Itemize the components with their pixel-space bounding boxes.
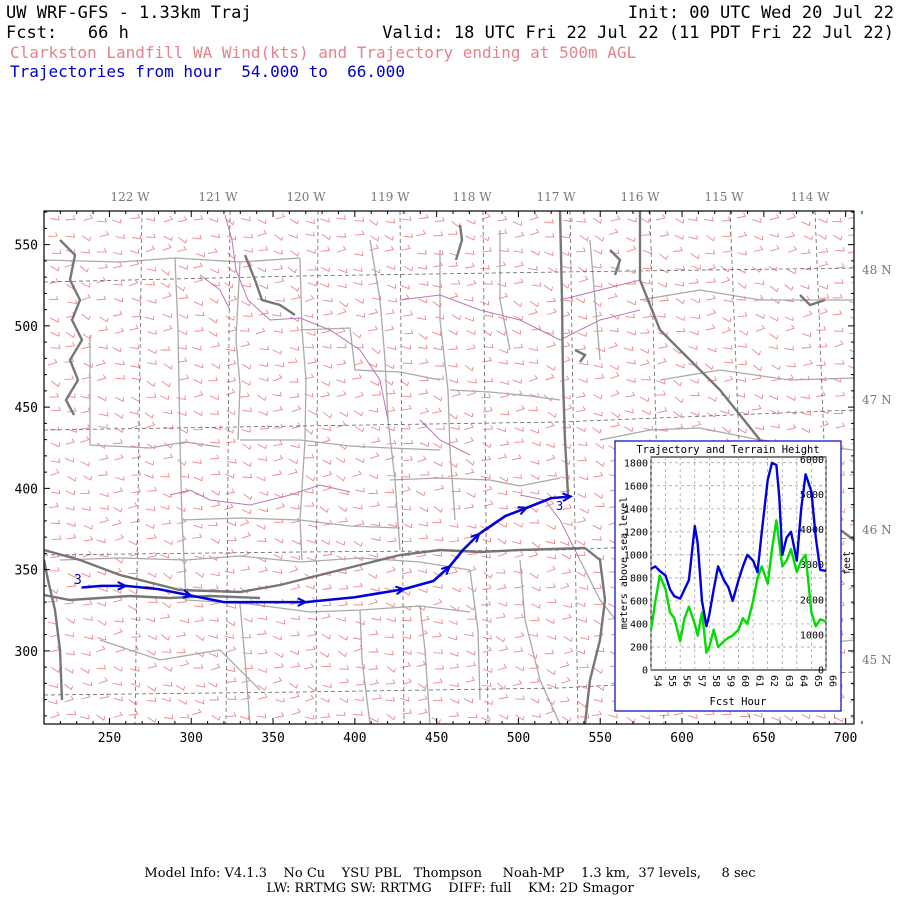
y-tick-label: 450 <box>15 401 38 416</box>
trajectory-arrow <box>395 585 407 596</box>
latitude-labels: 48 N 47 N 46 N 45 N <box>862 263 892 667</box>
x-tick-label: 400 <box>343 731 366 746</box>
series-trajectory-line <box>650 461 827 628</box>
inset-x-tick: 58 <box>710 675 721 687</box>
inset-right-tick: 4000 <box>800 525 824 536</box>
inset-left-tick: 200 <box>630 642 648 653</box>
inset-left-tick: 600 <box>630 596 648 607</box>
header-valid: Valid: 18 UTC Fri 22 Jul 22 (11 PDT Fri … <box>382 23 894 43</box>
inset-left-tick: 1600 <box>624 481 648 492</box>
inset-x-tick: 60 <box>739 675 750 687</box>
x-tick-labels: 250 300 350 400 450 500 550 600 650 700 <box>98 731 858 746</box>
longitude-labels: 122 W 121 W 120 W 119 W 118 W 117 W 116 W 115 W… <box>110 190 830 204</box>
x-tick-label: 250 <box>98 731 121 746</box>
inset-left-tick: 400 <box>630 619 648 630</box>
inset-x-tick: 64 <box>797 675 808 687</box>
header-title: UW WRF-GFS - 1.33km Traj <box>6 3 252 23</box>
inset-left-tick-labels: 0 200 400 600 800 1000 1200 1400 1600 1800 <box>624 458 648 676</box>
trajectory-arrow <box>470 532 481 543</box>
trajectory-arrow <box>182 589 194 599</box>
frame-ticks <box>43 211 863 724</box>
header-trajectory-range: Trajectories from hour 54.000 to 66.000 <box>10 62 405 81</box>
inset-right-tick: 6000 <box>800 455 824 466</box>
inset-left-tick: 1000 <box>624 550 648 561</box>
y-tick-labels: 300 350 400 450 500 550 <box>15 239 38 660</box>
longitude-label: 119 W <box>370 190 410 204</box>
footer-physics-info: LW: RRTMG SW: RRTMG DIFF: full KM: 2D Sm… <box>266 881 634 896</box>
latitude-label: 46 N <box>862 523 892 537</box>
trajectory-path <box>81 495 571 604</box>
y-tick-label: 500 <box>15 320 38 335</box>
latitude-label: 47 N <box>862 393 892 407</box>
header-fcst: Fcst: 66 h <box>6 23 129 43</box>
longitude-label: 116 W <box>620 190 660 204</box>
trajectory-arrow <box>440 564 452 576</box>
y-tick-label: 300 <box>15 645 38 660</box>
y-tick-label: 350 <box>15 564 38 579</box>
x-tick-label: 500 <box>507 731 530 746</box>
inset-left-tick: 800 <box>630 573 648 584</box>
longitude-label: 121 W <box>198 190 238 204</box>
inset-xlabel: Fcst Hour <box>710 696 767 708</box>
series-terrain-line <box>649 519 827 654</box>
inset-x-tick: 56 <box>681 675 692 687</box>
trajectory-arrow <box>117 581 129 591</box>
inset-left-tick: 1800 <box>624 458 648 469</box>
inset-x-tick: 57 <box>695 675 706 687</box>
inset-right-tick: 1000 <box>800 630 824 641</box>
y-tick-label: 550 <box>15 239 38 254</box>
x-tick-label: 700 <box>834 731 857 746</box>
footer-model-info: Model Info: V4.1.3 No Cu YSU PBL Thompso… <box>144 866 756 881</box>
x-tick-label: 450 <box>425 731 448 746</box>
inset-title: Trajectory and Terrain Height <box>636 444 819 456</box>
inset-left-tick: 1400 <box>624 504 648 515</box>
inset-x-tick: 55 <box>666 675 677 687</box>
inset-right-tick: 2000 <box>800 595 824 606</box>
inset-right-tick: 3000 <box>800 560 824 571</box>
inset-ylabel-right: feet <box>842 551 853 575</box>
inset-panel: Trajectory and Terrain Height 0200400600… <box>614 440 853 712</box>
inset-x-tick: 54 <box>652 675 663 687</box>
longitude-label: 115 W <box>704 190 744 204</box>
trajectory-arrow <box>297 597 309 607</box>
longitude-label: 118 W <box>452 190 492 204</box>
trajectory-start-label: 3 <box>74 573 82 588</box>
inset-x-tick-labels: 54 55 56 57 58 59 60 61 62 63 64 65 66 <box>652 675 838 687</box>
longitude-label: 122 W <box>110 190 150 204</box>
inset-right-tick: 0 <box>818 666 824 677</box>
inset-x-tick: 59 <box>724 675 735 687</box>
map-frame <box>43 210 855 725</box>
x-tick-label: 600 <box>670 731 693 746</box>
inset-x-tick: 65 <box>812 675 823 687</box>
longitude-label: 114 W <box>790 190 830 204</box>
inset-x-tick: 63 <box>783 675 794 687</box>
longitude-label: 117 W <box>536 190 576 204</box>
latitude-label: 48 N <box>862 263 892 277</box>
y-tick-label: 400 <box>15 482 38 497</box>
header-subtitle: Clarkston Landfill WA Wind(kts) and Traj… <box>10 43 637 62</box>
longitude-label: 120 W <box>286 190 326 204</box>
trajectory <box>81 492 574 607</box>
x-tick-label: 650 <box>752 731 775 746</box>
inset-x-tick: 66 <box>827 675 838 687</box>
x-tick-label: 550 <box>588 731 611 746</box>
trajectory-arrow <box>562 492 574 502</box>
rivers <box>169 214 641 561</box>
trajectory-end-label: 3 <box>556 499 563 513</box>
inset-ylabel-left: meters above sea level <box>619 497 630 629</box>
header-init: Init: 00 UTC Wed 20 Jul 22 <box>627 3 894 23</box>
x-tick-label: 350 <box>261 731 284 746</box>
inset-x-tick: 61 <box>754 675 765 687</box>
inset-left-tick: 0 <box>642 666 648 677</box>
inset-left-tick: 1200 <box>624 527 648 538</box>
trajectory-arrows <box>117 492 574 607</box>
trajectory-arrow <box>517 506 529 516</box>
state-borders <box>44 211 854 724</box>
latitude-label: 45 N <box>862 653 892 667</box>
x-tick-label: 300 <box>179 731 202 746</box>
inset-x-tick: 62 <box>768 675 779 687</box>
